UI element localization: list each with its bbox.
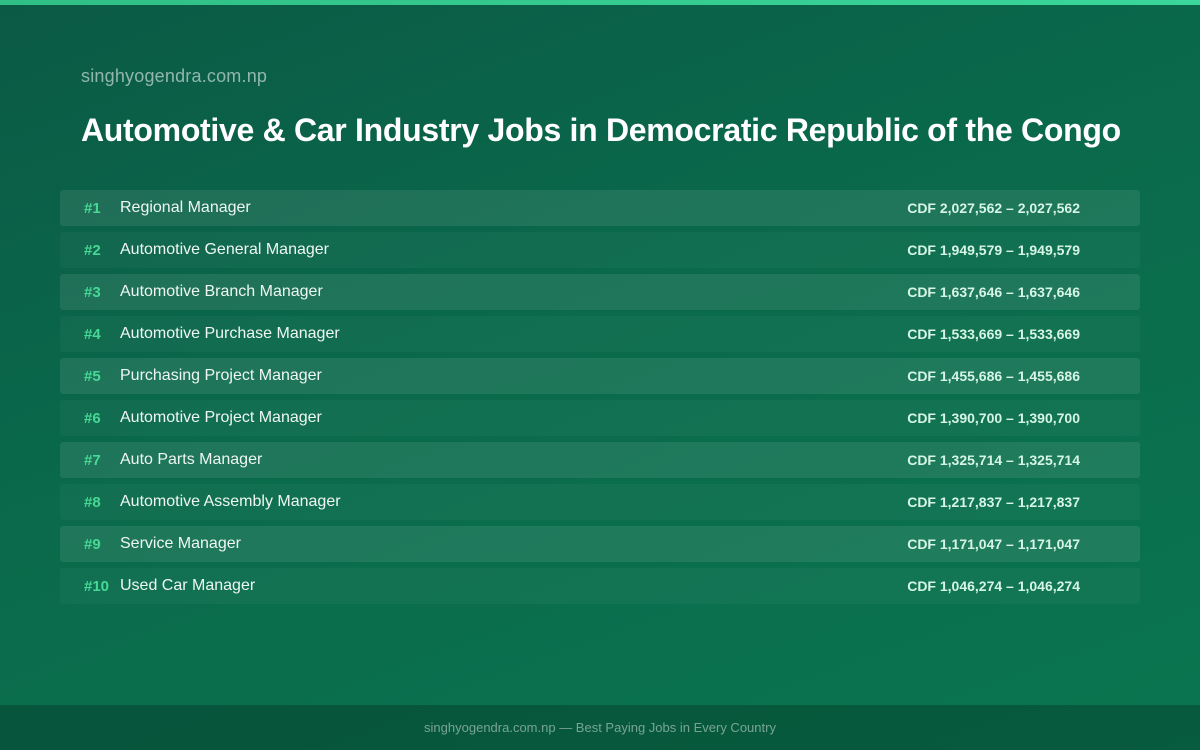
job-rank: #7 bbox=[84, 451, 101, 469]
job-title: Automotive Purchase Manager bbox=[120, 325, 340, 342]
job-salary: CDF 1,325,714 – 1,325,714 bbox=[907, 452, 1080, 468]
job-list: #1 Regional Manager CDF 2,027,562 – 2,02… bbox=[60, 190, 1140, 610]
job-title: Auto Parts Manager bbox=[120, 451, 263, 468]
job-salary: CDF 1,171,047 – 1,171,047 bbox=[907, 536, 1080, 552]
job-title: Automotive General Manager bbox=[120, 241, 329, 258]
job-salary: CDF 1,533,669 – 1,533,669 bbox=[907, 326, 1080, 342]
job-row: #9 Service Manager CDF 1,171,047 – 1,171… bbox=[60, 526, 1140, 562]
job-row: #7 Auto Parts Manager CDF 1,325,714 – 1,… bbox=[60, 442, 1140, 478]
job-salary: CDF 2,027,562 – 2,027,562 bbox=[907, 200, 1080, 216]
job-rank: #3 bbox=[84, 283, 101, 301]
job-row: #6 Automotive Project Manager CDF 1,390,… bbox=[60, 400, 1140, 436]
job-row: #8 Automotive Assembly Manager CDF 1,217… bbox=[60, 484, 1140, 520]
job-title: Used Car Manager bbox=[120, 577, 256, 594]
job-row: #3 Automotive Branch Manager CDF 1,637,6… bbox=[60, 274, 1140, 310]
job-title: Service Manager bbox=[120, 535, 241, 552]
job-rank: #9 bbox=[84, 535, 101, 553]
site-name[interactable]: singhyogendra.com.np bbox=[81, 66, 268, 86]
job-rank: #10 bbox=[84, 577, 110, 595]
page-title: Automotive & Car Industry Jobs in Democr… bbox=[81, 112, 1121, 148]
job-row: #10 Used Car Manager CDF 1,046,274 – 1,0… bbox=[60, 568, 1140, 604]
job-title: Automotive Project Manager bbox=[120, 409, 322, 426]
top-accent-bar bbox=[0, 0, 1200, 5]
job-row: #2 Automotive General Manager CDF 1,949,… bbox=[60, 232, 1140, 268]
job-row: #5 Purchasing Project Manager CDF 1,455,… bbox=[60, 358, 1140, 394]
job-salary: CDF 1,217,837 – 1,217,837 bbox=[907, 494, 1080, 510]
job-salary: CDF 1,046,274 – 1,046,274 bbox=[907, 578, 1080, 594]
job-rank: #8 bbox=[84, 493, 101, 511]
job-title: Purchasing Project Manager bbox=[120, 367, 322, 384]
job-title: Automotive Branch Manager bbox=[120, 283, 323, 300]
footer-bar: singhyogendra.com.np — Best Paying Jobs … bbox=[0, 705, 1200, 750]
job-rank: #1 bbox=[84, 199, 101, 217]
job-rank: #5 bbox=[84, 367, 101, 385]
job-salary: CDF 1,637,646 – 1,637,646 bbox=[907, 284, 1080, 300]
job-rank: #2 bbox=[84, 241, 101, 259]
job-row: #1 Regional Manager CDF 2,027,562 – 2,02… bbox=[60, 190, 1140, 226]
job-rank: #6 bbox=[84, 409, 101, 427]
job-salary: CDF 1,390,700 – 1,390,700 bbox=[907, 410, 1080, 426]
job-row: #4 Automotive Purchase Manager CDF 1,533… bbox=[60, 316, 1140, 352]
job-title: Automotive Assembly Manager bbox=[120, 493, 341, 510]
job-salary: CDF 1,455,686 – 1,455,686 bbox=[907, 368, 1080, 384]
job-title: Regional Manager bbox=[120, 199, 251, 216]
job-salary: CDF 1,949,579 – 1,949,579 bbox=[907, 242, 1080, 258]
job-rank: #4 bbox=[84, 325, 101, 343]
footer-text: singhyogendra.com.np — Best Paying Jobs … bbox=[424, 720, 776, 735]
